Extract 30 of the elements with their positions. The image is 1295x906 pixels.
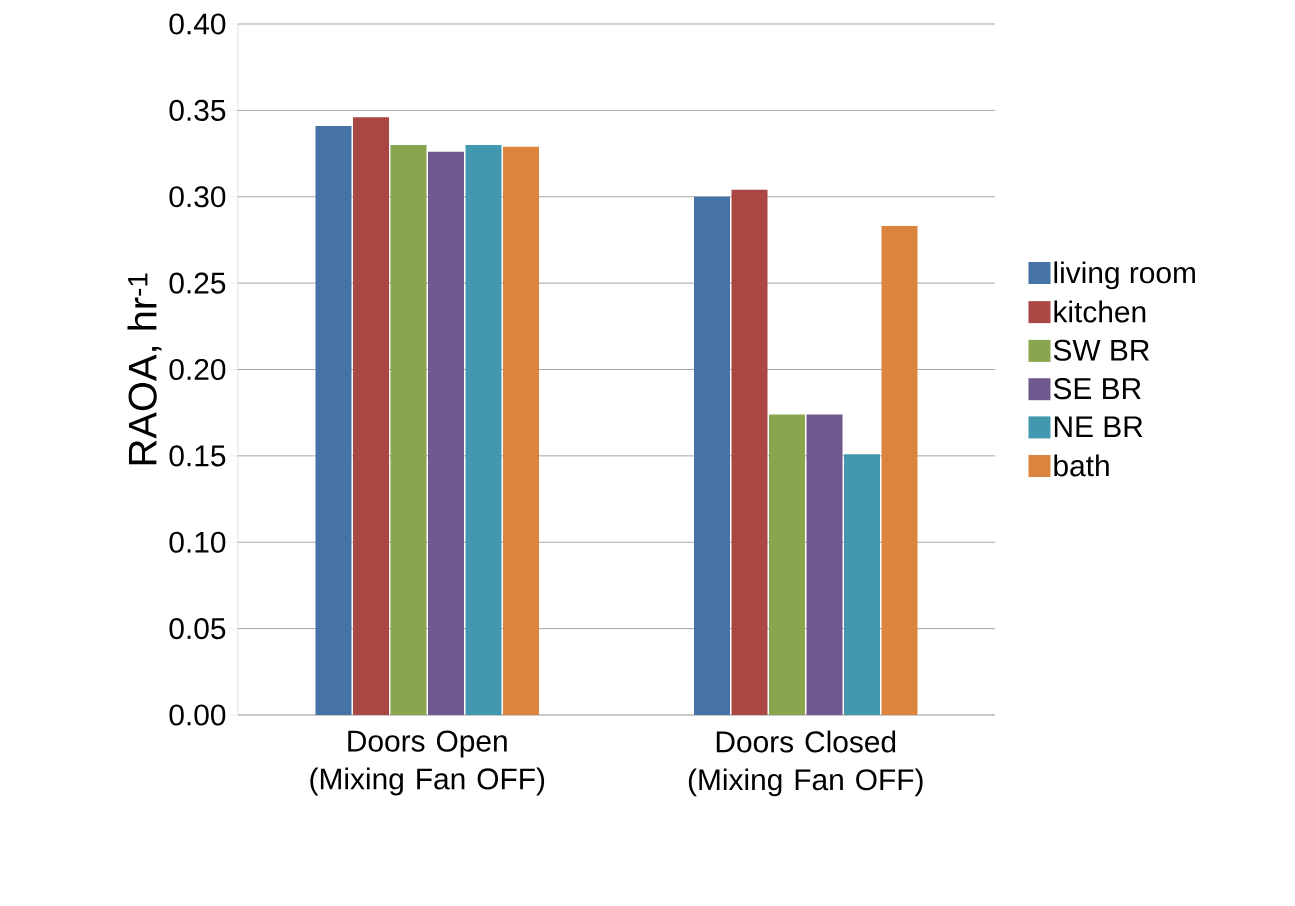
- legend-label: kitchen: [1054, 300, 1146, 323]
- bar: [503, 146, 539, 715]
- y-tick-label: 0.05: [169, 618, 226, 640]
- y-tick-label: 0.00: [169, 704, 226, 726]
- y-axis-title: RAOA, hr$^{-1}$: [127, 273, 162, 465]
- y-tick-label: 0.10: [169, 531, 226, 553]
- y-tick-label: 0.40: [169, 13, 226, 35]
- bar: [428, 151, 464, 715]
- bar: [881, 226, 918, 715]
- bar: [390, 144, 427, 715]
- bar: [353, 117, 389, 715]
- bar: [769, 414, 806, 715]
- y-tick-label: 0.15: [169, 445, 226, 467]
- legend-label: living room: [1054, 261, 1195, 290]
- bar: [844, 454, 881, 715]
- x-tick-label: Doors Open (Mixing Fan OFF): [310, 730, 545, 796]
- y-tick-label: 0.25: [169, 272, 226, 294]
- legend-label: SW BR: [1053, 339, 1150, 361]
- legend-label: bath: [1054, 454, 1109, 477]
- y-tick-label: 0.20: [169, 358, 226, 381]
- legend-label: SE BR: [1053, 378, 1141, 400]
- bar: [465, 144, 502, 715]
- bar: [315, 125, 352, 715]
- x-tick-label: Doors Closed (Mixing Fan OFF): [688, 730, 923, 797]
- y-tick-label: 0.30: [169, 186, 226, 208]
- bar: [694, 196, 730, 715]
- legend-label: NE BR: [1054, 416, 1143, 437]
- y-tick-label: 0.35: [169, 99, 226, 121]
- bar: [806, 414, 843, 715]
- bar: [731, 189, 768, 715]
